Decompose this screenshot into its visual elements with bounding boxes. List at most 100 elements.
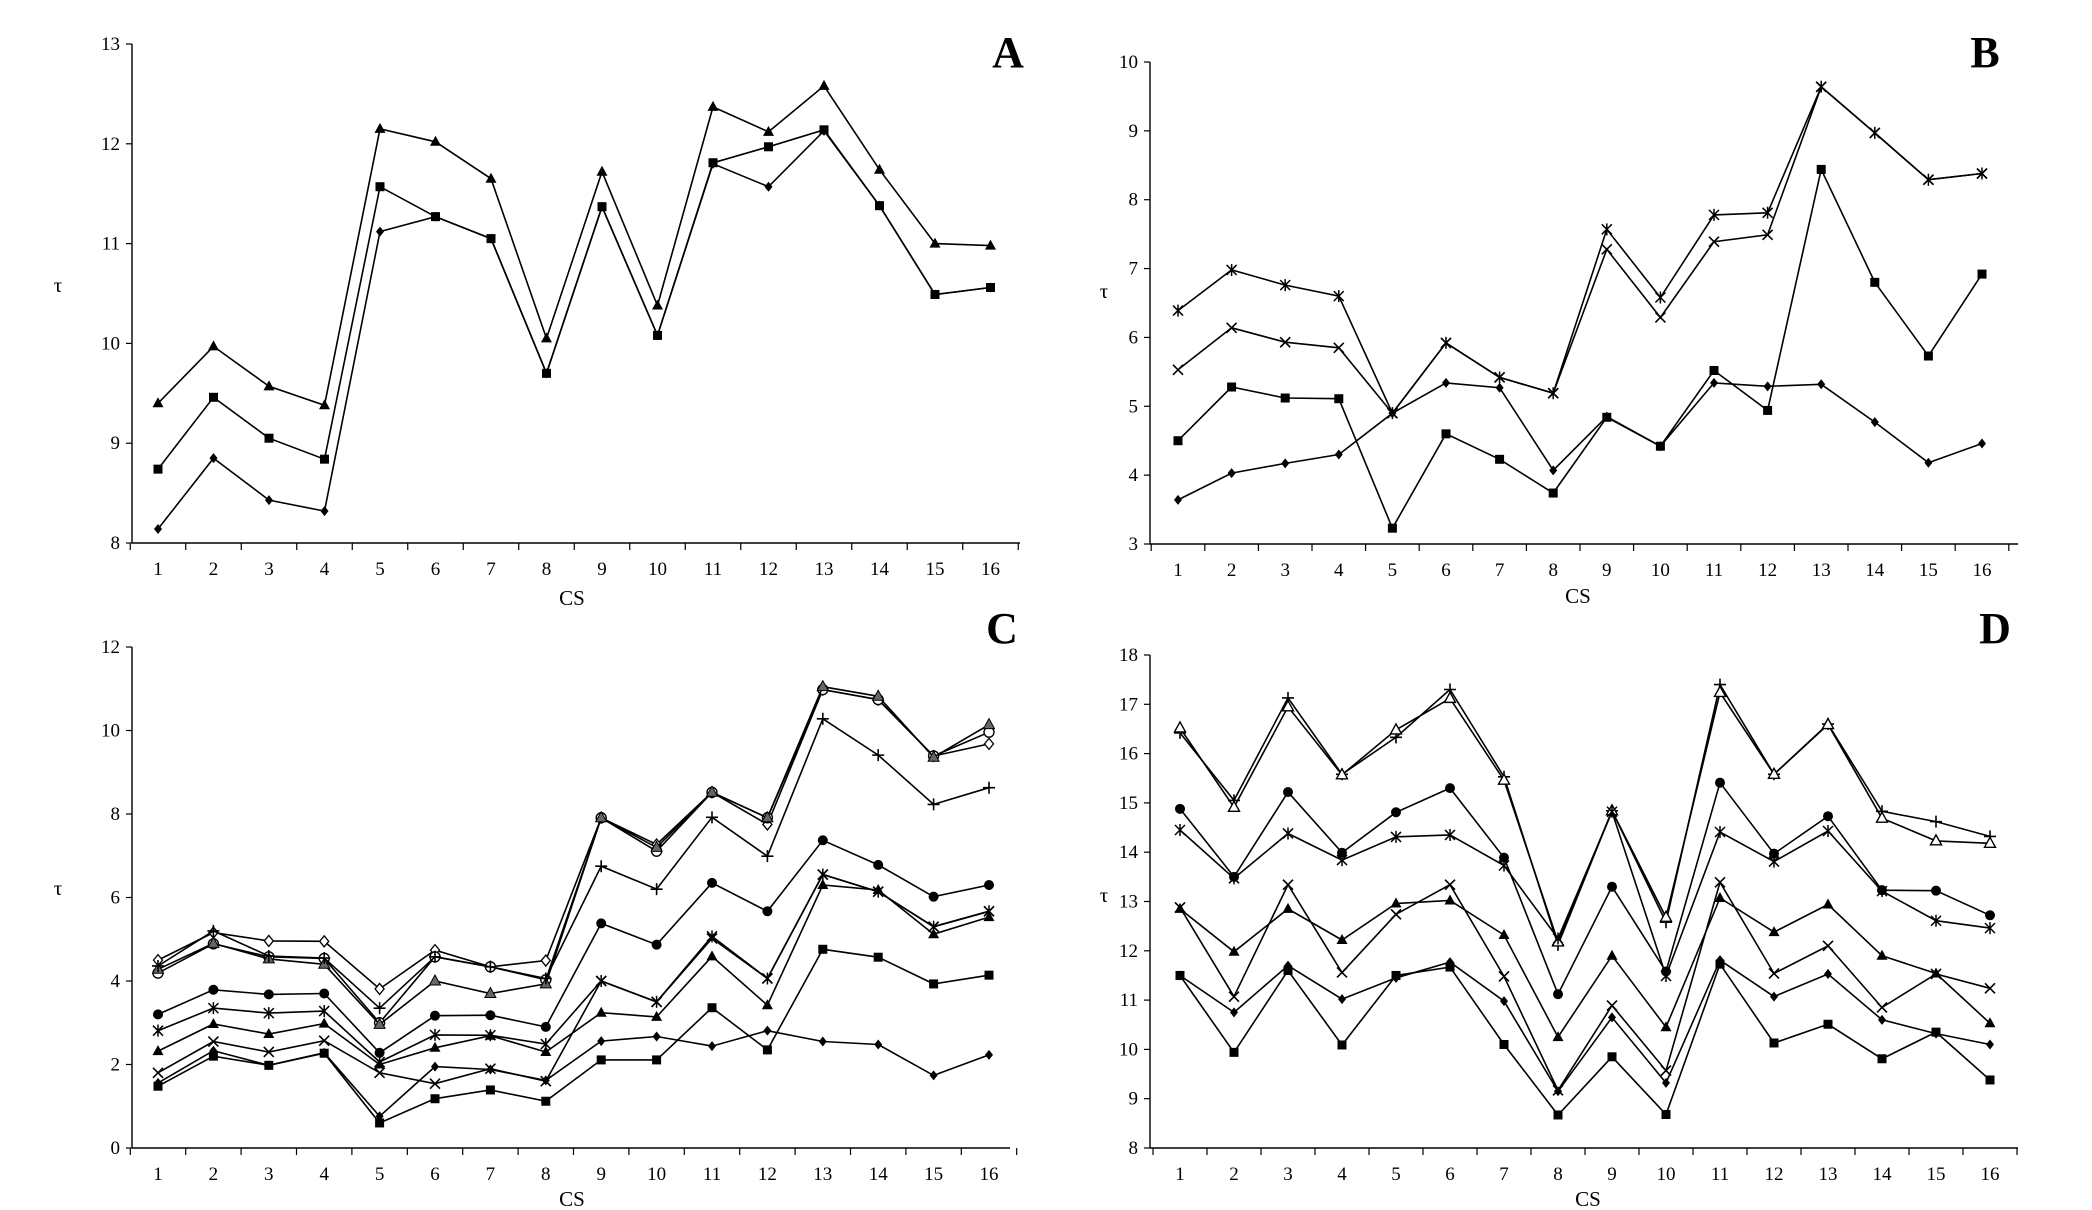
panel-label-d: D [1979,604,2011,653]
panel-c-series-5-point [430,1010,440,1021]
panel-d-series-2-point [1497,772,1511,785]
panel-c-series-9-point [375,1118,385,1128]
panel-b-series-2-point [1976,167,1988,180]
panel-b-series-4-point [1870,417,1879,428]
panel-b-series-4-point [1978,438,1986,449]
panel-a-series-1-point [152,397,164,408]
panel-b-xtick-label: 14 [1865,560,1885,581]
panel-c-xtick-label: 7 [486,1164,496,1185]
panel-d-xtick-label: 13 [1819,1164,1838,1185]
panel-c-series-8-point [983,905,995,917]
panel-c-ylabel: τ [54,876,62,900]
panel-c-series-3-line [157,685,990,1026]
panel-a-xtick-label: 6 [431,559,441,580]
panel-b-series-2-point [1708,236,1720,248]
panel-c-series-9-point [485,1085,495,1095]
panel-d-series-5-point [1282,902,1294,913]
panel-b-xtick-label: 2 [1227,560,1237,581]
panel-d-series-8-point [1823,1019,1833,1029]
panel-d-xtick-label: 7 [1499,1164,1509,1185]
panel-c-series-10-point [431,1061,439,1072]
panel-c-series-8-point [928,921,940,933]
panel-b-xtick-label: 16 [1973,560,1992,581]
panel-c-series-5-point [540,1021,551,1032]
panel-b-series-2-point [1333,342,1345,354]
panel-d-series-4-point [1822,825,1834,838]
panel-a-ytick-label: 9 [111,433,121,454]
panel-c-series-5-point [928,891,939,902]
panel-d-series-5-point [1336,933,1348,944]
panel-a-xtick-label: 7 [486,559,496,580]
panel-d-series-3-point [1391,807,1401,818]
panel-d-xtick-label: 2 [1229,1164,1239,1185]
panel-a-xtick-label: 3 [264,559,274,580]
panel-d-series-3-point [1931,885,1941,896]
panel-c-series-3-point [207,936,220,948]
panel-d-series-5 [1174,892,1996,1042]
panel-c-series-10-point [652,1031,661,1042]
panel-d-series-4-point [1984,922,1996,935]
panel-d-series-8-point [1553,1110,1563,1120]
panel-a-series-1 [152,79,996,410]
panel-b-series-3-point [1977,269,1987,279]
panel-d-series-1-point [1930,815,1942,828]
panel-d-series-7-point [1554,1086,1562,1097]
panel-c-ytick-label: 8 [111,804,121,825]
panel-c-series-9-point [873,952,883,962]
panel-d-series-2-point [1659,909,1673,922]
panel-c-series-4 [152,712,995,1015]
panel-c-series-10-line [157,1029,990,1118]
panel-c-series-3-point [761,810,774,823]
panel-c-series-1-point [540,954,552,968]
panel-c-series-4-point [761,850,774,863]
panel-c-series-2-line [157,688,990,1025]
panel-c-xtick-label: 11 [703,1164,721,1185]
panel-a-series-3-line [157,129,991,530]
panel-b-series-4-point [1924,457,1933,468]
panel-d-ylabel: τ [1100,883,1108,907]
panel-a-series-1-line [157,84,991,407]
panel-b-series-3-point [1387,523,1397,533]
panel-a-series-2 [153,125,995,474]
panel-b-ytick-label: 7 [1129,259,1139,280]
panel-b-series-3-point [1709,365,1719,375]
panel-c-series-1 [152,683,995,996]
panel-c-series-3-point [816,679,830,692]
panel-b-series-4-point [1602,411,1611,422]
panel-c-series-3-point [927,750,940,762]
panel-d-series-7-point [1230,1007,1238,1018]
panel-b-series-2-point [1494,371,1506,383]
panel-d-series-5-point [1606,949,1618,960]
panel-d-series-3-point [1175,803,1185,814]
panel-c-series-10-point [154,1077,162,1088]
panel-a-series-1-point [596,165,608,176]
panel-b-series-3-point [1441,429,1451,439]
panel-d-series-4-point [1228,872,1240,885]
panel-c-series-10-point [818,1036,827,1047]
panel-c-series-5-line [157,839,990,1054]
panel-d-series-2-point [1173,720,1187,733]
panel-a-series-3-point [598,201,606,212]
panel-b-series-3-point [1923,351,1933,361]
panel-a-series-1-point [374,122,386,133]
panel-c-series-3-point [594,810,608,823]
panel-c-series-5-point [485,1010,496,1021]
panel-a-series-2-point [264,433,274,443]
panel-d-series-6-line [1179,880,1991,1092]
panel-c-series-3-point [650,840,663,852]
panel-d-series-7-line [1179,959,1991,1093]
panel-c-series-1-point [983,737,995,751]
panel-d-series-5-point [1714,892,1726,903]
panel-d-series-2-point [1767,766,1781,780]
panel-d-series-4-point [1606,805,1618,818]
panel-c-series-5-point [319,988,330,999]
panel-a-series-1-point [208,340,219,351]
panel-c-series-8-point [374,1067,386,1079]
panel-a-xtick-label: 15 [926,559,945,580]
panel-b-series-2-point [1869,127,1881,139]
panel-d-series-2-point [1875,810,1889,823]
panel-b-series-2-point [1654,311,1666,324]
panel-a-series-2-point [320,454,329,464]
